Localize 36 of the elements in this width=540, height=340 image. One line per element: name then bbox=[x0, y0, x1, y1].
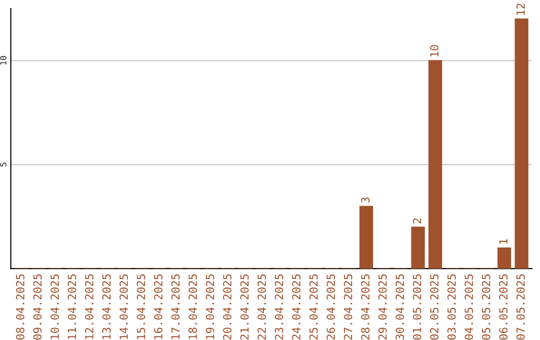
x-tick-label: 01.05.2025 bbox=[412, 274, 422, 340]
x-tick-label: 30.04.2025 bbox=[396, 274, 404, 340]
x-tick-label: 03.05.2025 bbox=[447, 274, 456, 340]
data-label: 10 bbox=[430, 45, 439, 56]
y-tick-label: 5 bbox=[0, 162, 6, 166]
data-label: 2 bbox=[412, 218, 422, 224]
x-tick-label: 23.04.2025 bbox=[274, 274, 284, 340]
x-tick-label: 13.04.2025 bbox=[102, 274, 111, 340]
x-tick-label: 22.04.2025 bbox=[258, 274, 266, 340]
data-label: 12 bbox=[516, 4, 525, 15]
x-tick-label: 12.04.2025 bbox=[85, 274, 94, 340]
x-tick-label: 17.04.2025 bbox=[171, 274, 180, 340]
x-tick-label: 06.05.2025 bbox=[499, 274, 508, 340]
x-tick-label: 19.04.2025 bbox=[206, 274, 214, 340]
x-tick-label: 29.04.2025 bbox=[378, 274, 387, 340]
x-tick-label: 07.05.2025 bbox=[516, 274, 525, 340]
x-tick-label: 21.04.2025 bbox=[240, 274, 249, 340]
x-tick-label: 15.04.2025 bbox=[136, 274, 146, 340]
x-tick-label: 24.04.2025 bbox=[292, 274, 300, 340]
x-tick-label: 25.04.2025 bbox=[309, 274, 318, 340]
x-tick-label: 09.04.2025 bbox=[33, 274, 42, 340]
x-tick-label: 16.04.2025 bbox=[154, 274, 162, 340]
x-tick-label: 26.04.2025 bbox=[326, 274, 335, 340]
x-tick-label: 27.04.2025 bbox=[344, 274, 352, 340]
data-label: 1 bbox=[499, 239, 508, 244]
data-label: 3 bbox=[361, 198, 370, 203]
x-tick-label: 11.04.2025 bbox=[68, 274, 76, 340]
x-tick-label: 05.05.2025 bbox=[482, 274, 490, 340]
x-tick-label: 18.04.2025 bbox=[188, 274, 197, 340]
x-tick-label: 02.05.2025 bbox=[430, 274, 439, 340]
x-tick-label: 10.04.2025 bbox=[50, 274, 59, 340]
x-tick-label: 20.04.2025 bbox=[223, 274, 232, 340]
x-tick-label: 08.04.2025 bbox=[16, 274, 24, 340]
x-tick-label: 04.05.2025 bbox=[464, 274, 474, 340]
x-tick-label: 28.04.2025 bbox=[361, 274, 370, 340]
x-tick-label: 14.04.2025 bbox=[120, 274, 128, 340]
